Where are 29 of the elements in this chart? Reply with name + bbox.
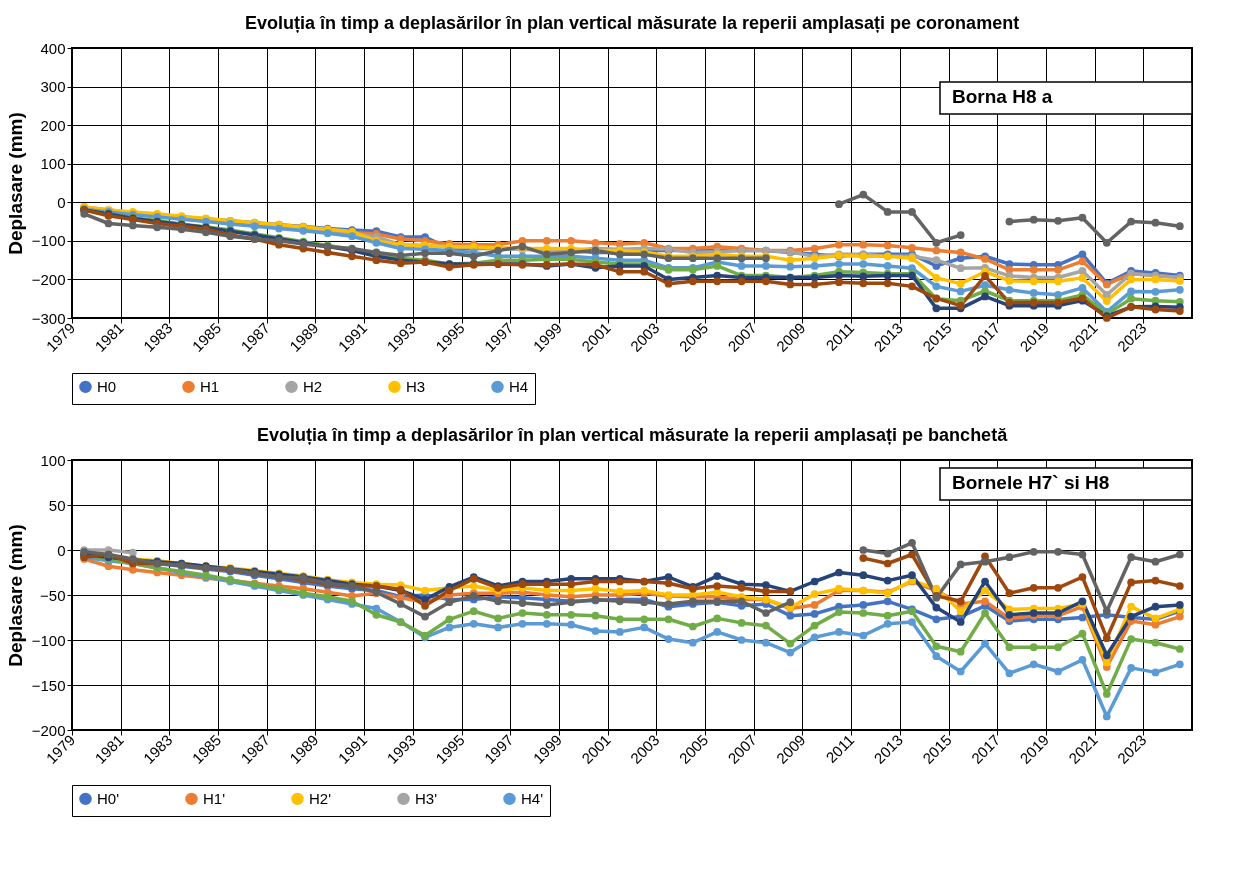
- y-tick-label: −150: [31, 676, 66, 694]
- legend-label: H3': [415, 789, 438, 807]
- y-tick-label: −100: [31, 232, 66, 250]
- y-axis-title: Deplasare (mm): [4, 112, 26, 255]
- legend-label: H1: [200, 377, 220, 395]
- y-tick-label: 400: [40, 39, 66, 57]
- y-tick-label: −100: [31, 631, 66, 649]
- y-tick-label: 200: [40, 116, 66, 134]
- legend-label: H2': [309, 789, 332, 807]
- y-tick-label: 0: [57, 541, 66, 559]
- y-tick-label: 100: [40, 451, 66, 469]
- y-tick-label: 100: [40, 155, 66, 173]
- y-tick-label: −200: [31, 270, 66, 288]
- chart-title: Evoluția în timp a deplasărilor în plan vertical măsurate la reperii amplasați pe banchetă: [256, 425, 1009, 445]
- legend-label: H1': [203, 789, 226, 807]
- y-tick-label: 50: [48, 496, 66, 514]
- y-tick-label: 0: [57, 193, 66, 211]
- y-tick-label: −50: [40, 586, 66, 604]
- annotation: Borna H8 a: [952, 86, 1053, 107]
- y-axis-title: Deplasare (mm): [4, 524, 26, 667]
- legend-label: H0: [97, 377, 117, 395]
- legend-label: H3: [406, 377, 426, 395]
- y-tick-label: 300: [40, 78, 66, 96]
- annotation: Bornele H7` si H8: [952, 472, 1110, 493]
- legend-label: H2: [303, 377, 323, 395]
- legend-label: H0': [97, 789, 120, 807]
- legend-label: H4': [521, 789, 544, 807]
- legend-label: H4: [509, 377, 529, 395]
- chart-title: Evoluția în timp a deplasărilor în plan vertical măsurate la reperii amplasați pe coronament: [244, 13, 1020, 33]
